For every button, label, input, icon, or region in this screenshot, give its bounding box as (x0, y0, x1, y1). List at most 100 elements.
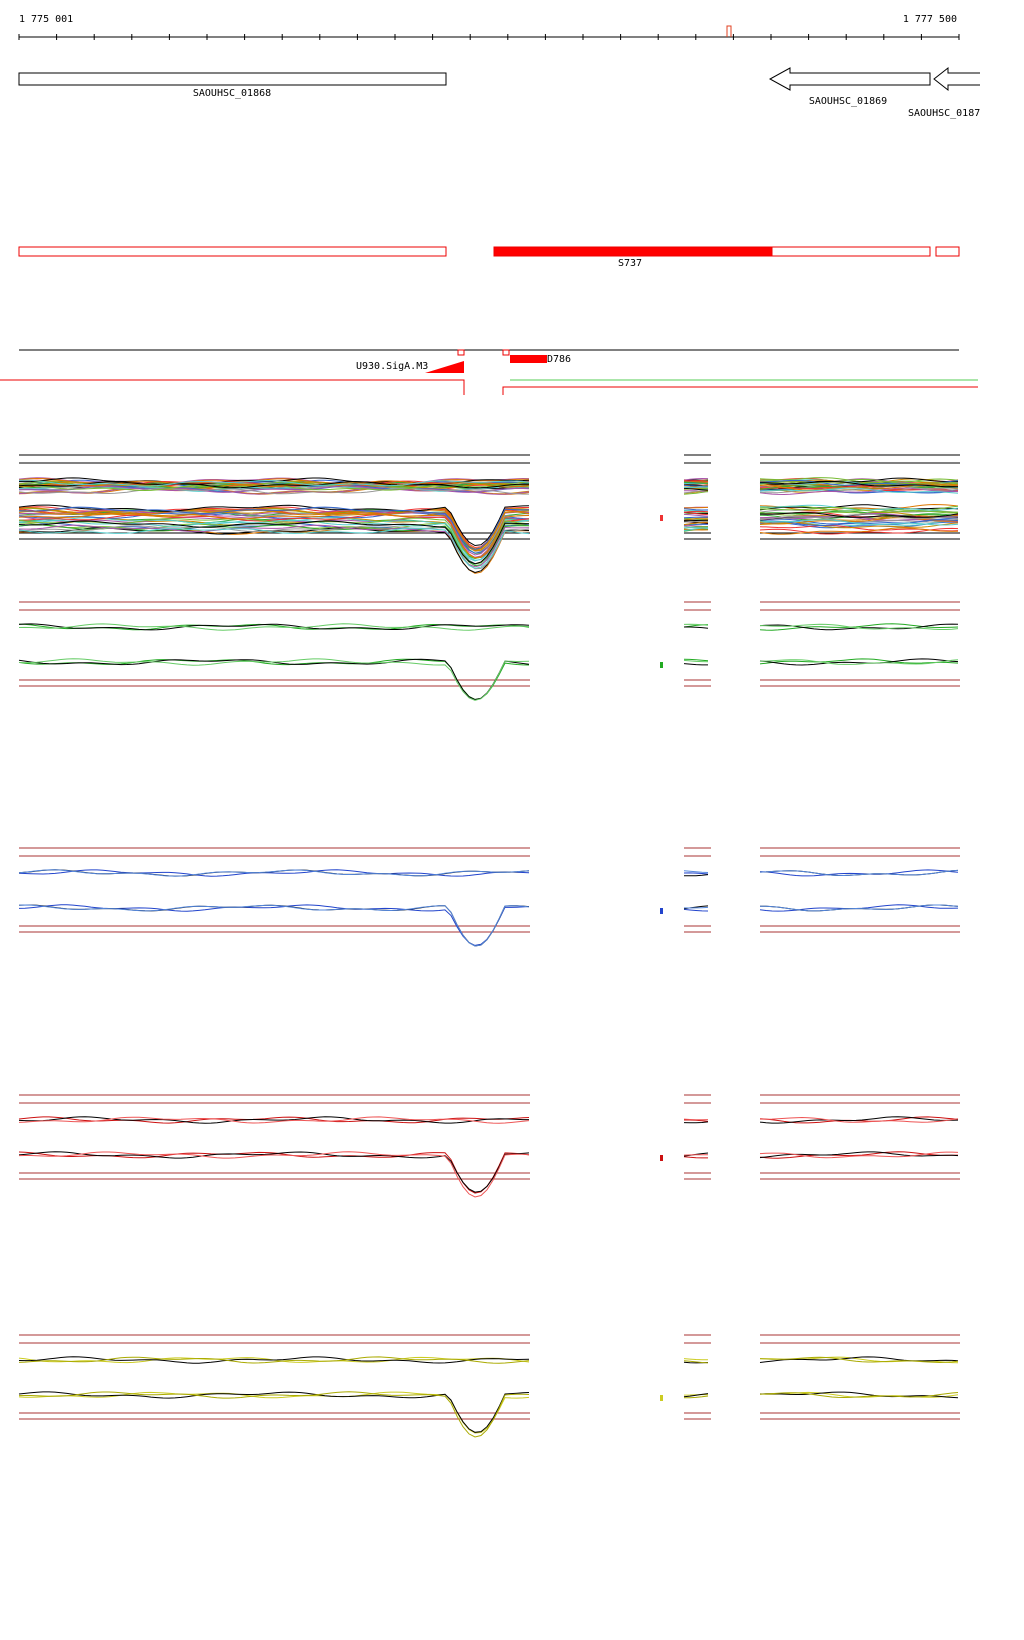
expression-panel (18, 1094, 960, 1198)
signal-line (683, 516, 709, 519)
signal-stub (660, 908, 663, 914)
signal-line (18, 506, 530, 550)
signal-line (18, 487, 529, 495)
signal-line (683, 491, 709, 495)
signal-line (759, 519, 959, 526)
signal-line (683, 663, 708, 666)
signal-line (683, 510, 709, 513)
signal-line (759, 527, 959, 535)
signal-line (759, 869, 959, 877)
signal-line (18, 512, 530, 559)
signal-line (18, 510, 530, 552)
expression-panel (18, 454, 960, 574)
signal-line (759, 487, 959, 496)
signal-line (683, 1121, 709, 1124)
signal-line (683, 623, 709, 626)
signal-line (683, 659, 709, 663)
signal-line (759, 504, 959, 511)
ruler-start: 1 775 001 (19, 14, 73, 25)
signal-line (759, 1151, 959, 1159)
signal-stub (660, 1395, 663, 1401)
signal-line (683, 480, 709, 482)
signal-line (18, 1116, 529, 1124)
signal-line (18, 1151, 530, 1198)
promoter-label: U930.SigA.M3 (356, 361, 428, 372)
signal-line (759, 503, 959, 511)
signal-stub (660, 515, 663, 521)
signal-stub (660, 662, 663, 668)
signal-line (684, 1395, 709, 1399)
signal-line (18, 623, 530, 631)
genome-browser: 1 775 001 1 777 500 SAOUHSC_01868 SAOUHS… (0, 14, 980, 1438)
signal-line (759, 869, 959, 877)
signal-line (683, 1360, 709, 1364)
signal-line (683, 1358, 708, 1361)
signal-line (18, 514, 530, 559)
signal-line (759, 507, 958, 514)
transcript (493, 246, 773, 257)
signal-line (759, 513, 959, 521)
signal-line (18, 520, 530, 565)
gene-label: SAOUHSC_01869 (809, 96, 887, 107)
signal-line (683, 484, 709, 487)
signal-line (759, 478, 959, 485)
signal-line (683, 658, 709, 662)
signal-line (759, 658, 959, 666)
signal-line (683, 870, 709, 873)
signal-line (18, 479, 530, 487)
signal-line (759, 487, 959, 494)
signal-line (683, 1156, 708, 1159)
signal-line (18, 509, 530, 556)
signal-line (683, 908, 709, 912)
signal-line (18, 524, 530, 570)
signal-line (18, 658, 530, 701)
promoter (425, 361, 464, 373)
signal-line (18, 1391, 530, 1438)
signal-line (759, 1116, 959, 1124)
signal-line (18, 658, 530, 701)
signal-line (18, 1356, 530, 1364)
signal-line (759, 512, 959, 518)
signal-line (18, 527, 530, 569)
signal-line (759, 904, 959, 912)
signal-line (683, 872, 709, 875)
gene-label: SAOUHSC_01868 (193, 88, 271, 99)
expression-panel (18, 1334, 960, 1438)
signal-line (759, 483, 959, 491)
signal-line (18, 869, 530, 877)
coverage-line (502, 386, 978, 395)
signal-line (683, 512, 709, 516)
gene (768, 67, 931, 91)
signal-line (684, 506, 709, 509)
signal-line (18, 507, 530, 550)
signal-line (759, 1356, 959, 1364)
transcript (935, 246, 960, 257)
promoter-box (502, 349, 510, 356)
signal-line (683, 527, 709, 529)
signal-line (759, 1356, 959, 1363)
signal-line (683, 517, 709, 521)
signal-line (19, 480, 530, 488)
signal-line (18, 1151, 530, 1193)
signal-line (18, 904, 530, 947)
signal-line (18, 623, 530, 631)
signal-line (683, 1393, 709, 1398)
signal-line (759, 658, 959, 665)
signal-line (759, 1391, 959, 1399)
signal-line (683, 508, 709, 511)
promoter-label: D786 (547, 354, 571, 365)
signal-line (18, 658, 530, 700)
expression-panel (18, 601, 960, 701)
signal-line (683, 481, 708, 484)
signal-line (18, 904, 530, 946)
signal-stub (660, 1155, 663, 1161)
transcript (18, 246, 447, 257)
gene (933, 66, 980, 92)
ruler-end: 1 777 500 (903, 14, 957, 25)
signal-line (683, 906, 709, 909)
expression-panel (18, 847, 960, 947)
signal-line (683, 1118, 709, 1121)
signal-line (18, 869, 530, 877)
signal-line (18, 524, 530, 568)
